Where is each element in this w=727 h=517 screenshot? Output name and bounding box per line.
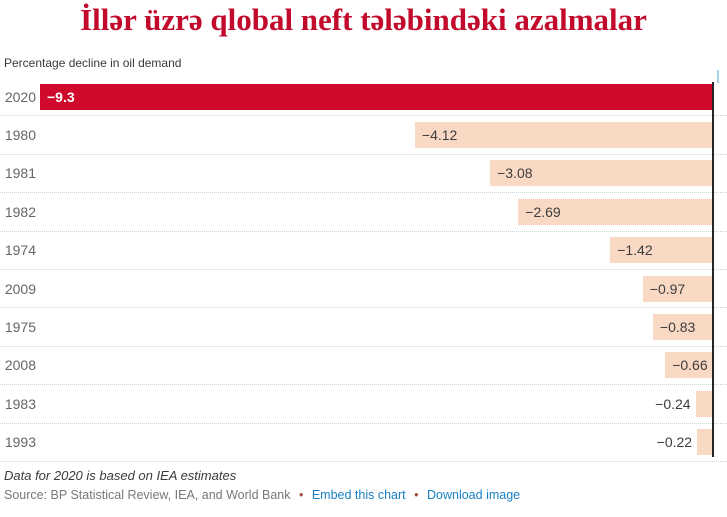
- bar-value-label: −2.69: [525, 203, 561, 220]
- bar-track: −1.42: [40, 237, 713, 264]
- bar[interactable]: [610, 237, 713, 264]
- chart-row: 2009 −0.97: [0, 270, 727, 309]
- bar-track: −0.24: [40, 390, 713, 417]
- bar-value-label: −3.08: [497, 165, 533, 182]
- bar[interactable]: [642, 275, 713, 302]
- scrollbar-tick-artifact: [717, 70, 719, 83]
- source-line: Source: BP Statistical Review, IEA, and …: [4, 488, 520, 502]
- bar[interactable]: [697, 429, 713, 456]
- year-label: 1993: [4, 434, 36, 451]
- year-label: 1980: [4, 127, 36, 144]
- year-label: 1983: [4, 395, 36, 412]
- bar-track: −0.83: [40, 314, 713, 341]
- year-label: 1981: [4, 165, 36, 182]
- chart-row: 2008 −0.66: [0, 347, 727, 386]
- bar-highlight[interactable]: [40, 83, 713, 110]
- bar-value-label: −0.24: [655, 395, 691, 412]
- year-label: 2020: [4, 88, 36, 105]
- year-label: 1974: [4, 242, 36, 259]
- bullet-separator: •: [298, 488, 304, 502]
- bar-track: −0.22: [40, 429, 713, 456]
- bar-value-label: −0.66: [672, 357, 708, 374]
- bar-value-label: −0.83: [659, 319, 696, 336]
- bullet-separator: •: [414, 488, 419, 502]
- bar-chart: 2020 −9.3 1980 −4.12 1981 −3.08 1982 −2.69 1974 −…: [0, 78, 727, 462]
- bar-track: −2.69: [40, 198, 713, 225]
- chart-row: 1981 −3.08: [0, 155, 727, 194]
- bar-track: −9.3: [40, 83, 713, 110]
- bar[interactable]: [414, 122, 713, 149]
- chart-row: 2020 −9.3: [0, 78, 727, 117]
- chart-row: 1982 −2.69: [0, 193, 727, 232]
- bar-track: −3.08: [40, 160, 713, 187]
- year-label: 2009: [4, 280, 36, 297]
- footnote: Data for 2020 is based on IEA estimates: [4, 468, 237, 483]
- zero-axis-line: [712, 82, 714, 457]
- chart-subtitle: Percentage decline in oil demand: [4, 56, 182, 70]
- bar-track: −0.66: [40, 352, 713, 379]
- bar-value-label: −9.3: [47, 88, 75, 105]
- bar-value-label: −1.42: [617, 242, 653, 259]
- chart-row: 1993 −0.22: [0, 424, 727, 462]
- bar[interactable]: [490, 160, 713, 187]
- chart-rows: 2020 −9.3 1980 −4.12 1981 −3.08 1982 −2.69 1974 −…: [0, 78, 727, 462]
- bar[interactable]: [652, 314, 713, 341]
- page-title: İllər üzrə qlobal neft tələbindəki azalm…: [80, 2, 647, 37]
- bar-track: −0.97: [40, 275, 713, 302]
- bar-value-label: −0.97: [649, 280, 686, 297]
- chart-row: 1975 −0.83: [0, 308, 727, 347]
- chart-row: 1974 −1.42: [0, 232, 727, 270]
- bar[interactable]: [695, 390, 713, 417]
- bar-track: −4.12: [40, 122, 713, 149]
- bar[interactable]: [518, 198, 713, 225]
- year-label: 1982: [4, 203, 36, 220]
- download-image-link[interactable]: Download image: [427, 488, 521, 502]
- bar[interactable]: [665, 352, 713, 379]
- year-label: 2008: [4, 357, 36, 374]
- embed-chart-link[interactable]: Embed this chart: [311, 488, 406, 502]
- chart-row: 1983 −0.24: [0, 385, 727, 424]
- source-text: Source: BP Statistical Review, IEA, and …: [4, 488, 291, 502]
- bar-value-label: −4.12: [421, 127, 458, 144]
- chart-row: 1980 −4.12: [0, 116, 727, 155]
- year-label: 1975: [4, 319, 36, 336]
- bar-value-label: −0.22: [656, 434, 693, 451]
